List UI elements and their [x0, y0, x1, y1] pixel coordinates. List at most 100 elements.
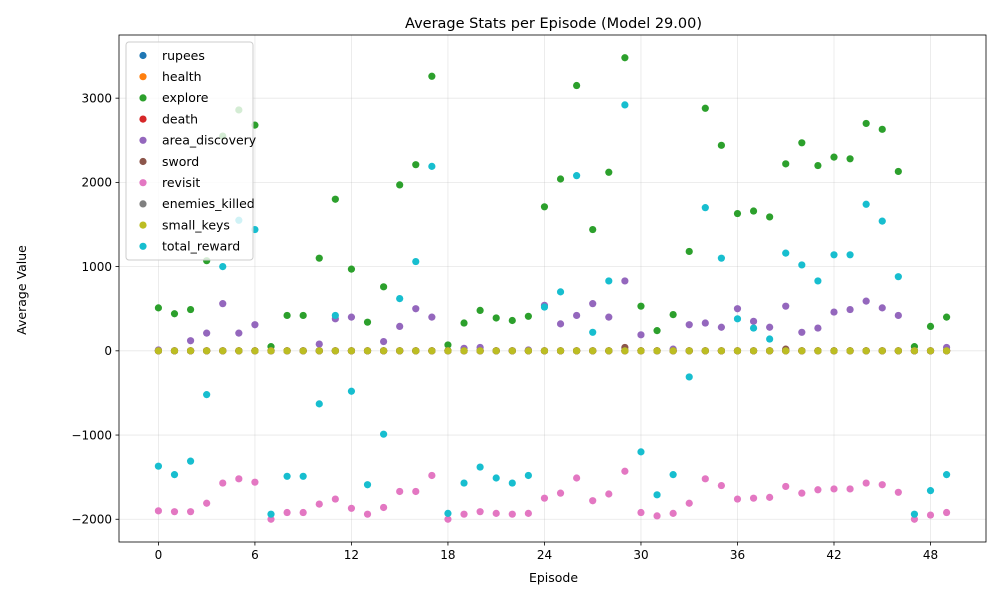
- data-point: [653, 512, 661, 520]
- data-point: [846, 347, 854, 355]
- data-point: [251, 347, 259, 355]
- data-point: [573, 81, 581, 90]
- data-point: [396, 181, 404, 189]
- data-point: [862, 119, 870, 128]
- data-point: [170, 508, 179, 516]
- data-point: [299, 311, 307, 320]
- data-point: [347, 347, 356, 355]
- data-point: [926, 347, 935, 355]
- legend-marker: [139, 157, 147, 166]
- data-point: [926, 322, 935, 330]
- data-point: [621, 54, 629, 62]
- data-point: [846, 251, 854, 259]
- data-point: [782, 302, 790, 310]
- data-point: [380, 430, 388, 438]
- data-point: [573, 172, 581, 180]
- data-point: [942, 471, 951, 479]
- data-point: [621, 101, 629, 109]
- data-point: [637, 302, 645, 310]
- data-point: [315, 347, 323, 355]
- data-point: [556, 347, 565, 355]
- data-point: [476, 508, 484, 516]
- data-point: [315, 254, 323, 262]
- axis-ticks: 0 6 12 18 24 30 36 42 48 −2000 −1000 0 1000 2000 3000: [71, 91, 938, 562]
- data-point: [573, 347, 581, 355]
- data-point: [363, 510, 372, 518]
- data-point: [637, 331, 645, 339]
- data-point: [299, 472, 307, 480]
- data-point: [380, 503, 388, 512]
- legend-marker: [139, 179, 147, 187]
- data-point: [556, 320, 565, 328]
- data-point: [380, 337, 388, 346]
- data-point: [589, 225, 597, 234]
- data-point: [186, 508, 195, 516]
- data-point: [524, 471, 532, 480]
- legend-item: rupees: [139, 48, 205, 63]
- data-point: [347, 504, 356, 512]
- legend-label: explore: [162, 90, 209, 105]
- data-point: [862, 479, 870, 487]
- data-point: [540, 494, 549, 502]
- data-point: [798, 139, 806, 147]
- data-point: [573, 474, 581, 482]
- data-point: [444, 509, 452, 517]
- data-point: [862, 200, 870, 208]
- legend-marker: [139, 221, 147, 229]
- data-point: [749, 347, 758, 355]
- data-point: [428, 471, 436, 480]
- data-point: [894, 311, 902, 320]
- data-point: [154, 507, 163, 515]
- x-tick-label: 30: [633, 548, 648, 562]
- plot-frame: [118, 34, 987, 543]
- data-point: [637, 347, 645, 355]
- data-point: [878, 217, 886, 225]
- data-point: [476, 463, 484, 471]
- legend-marker: [139, 200, 147, 208]
- data-point: [556, 175, 565, 183]
- legend-item: revisit: [139, 175, 200, 190]
- x-tick-label: 42: [826, 548, 841, 562]
- data-point: [460, 347, 468, 355]
- data-point: [492, 509, 500, 517]
- data-point: [380, 347, 388, 355]
- data-point: [798, 347, 806, 355]
- x-tick-label: 36: [730, 548, 745, 562]
- y-tick-label: −2000: [71, 513, 112, 527]
- data-point: [701, 319, 709, 327]
- legend-item: area_discovery: [139, 133, 257, 148]
- data-point: [219, 300, 227, 308]
- data-point: [540, 303, 549, 311]
- data-point: [251, 478, 259, 486]
- data-point: [621, 347, 629, 355]
- data-point: [170, 347, 179, 355]
- data-point: [556, 489, 565, 497]
- data-point: [605, 168, 613, 176]
- data-point: [219, 347, 227, 355]
- y-tick-label: −1000: [71, 428, 112, 442]
- legend-label: small_keys: [162, 217, 230, 232]
- data-point: [283, 508, 291, 517]
- data-point: [154, 304, 163, 312]
- data-point: [717, 323, 725, 331]
- data-point: [331, 347, 339, 355]
- data-point: [235, 347, 243, 355]
- data-point: [589, 328, 597, 336]
- legend-label: health: [162, 69, 202, 84]
- data-point: [444, 347, 452, 355]
- data-point: [556, 288, 565, 296]
- data-point: [203, 499, 211, 507]
- data-point: [782, 160, 790, 168]
- y-tick-label: 1000: [81, 260, 112, 274]
- data-point: [701, 104, 709, 112]
- data-point: [283, 347, 291, 355]
- data-point: [942, 508, 951, 517]
- data-point: [926, 511, 935, 519]
- data-point: [669, 509, 677, 517]
- data-point: [766, 323, 774, 331]
- data-point: [363, 347, 372, 355]
- data-point: [653, 491, 661, 499]
- data-point: [878, 304, 886, 312]
- data-point: [685, 373, 693, 381]
- x-axis-label: Episode: [529, 570, 578, 585]
